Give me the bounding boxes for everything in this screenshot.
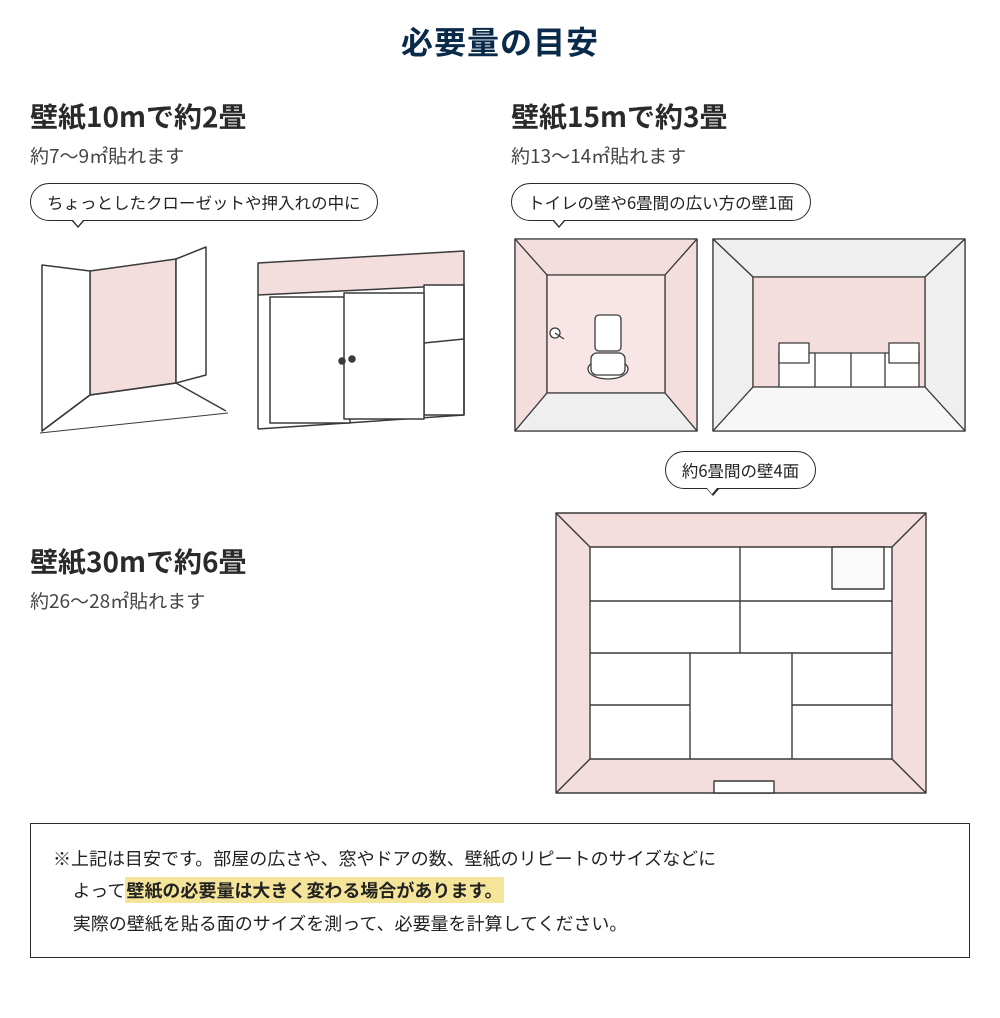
- section-15m-title: 壁紙15mで約3畳: [511, 96, 970, 136]
- section-10m-title: 壁紙10mで約2畳: [30, 96, 489, 136]
- note-box: ※上記は目安です。部屋の広さや、窓やドアの数、壁紙のリピートのサイズなどに よっ…: [30, 823, 970, 958]
- note-line2: よって壁紙の必要量は大きく変わる場合があります。: [53, 874, 947, 906]
- section-15m: 壁紙15mで約3畳 約13～14㎡貼れます トイレの壁や6畳間の広い方の壁1面: [511, 96, 970, 445]
- section-30m-sub: 約26～28㎡貼れます: [30, 587, 489, 614]
- section-10m-sub: 約7～9㎡貼れます: [30, 142, 489, 169]
- room-one-wall-illustration: [709, 235, 969, 435]
- room-four-walls-illustration: [546, 503, 936, 803]
- section-10m-bubble: ちょっとしたクローゼットや押入れの中に: [30, 183, 378, 221]
- toilet-room-illustration: [511, 235, 701, 435]
- note-line1: ※上記は目安です。部屋の広さや、窓やドアの数、壁紙のリピートのサイズなどに: [53, 842, 947, 874]
- section-15m-sub: 約13～14㎡貼れます: [511, 142, 970, 169]
- section-30m-bubble: 約6畳間の壁4面: [665, 451, 816, 489]
- note-highlight: 壁紙の必要量は大きく変わる場合があります。: [125, 877, 503, 903]
- closet-open-illustration: [30, 235, 230, 445]
- section-10m: 壁紙10mで約2畳 約7～9㎡貼れます ちょっとしたクローゼットや押入れの中に: [30, 96, 489, 445]
- section-30m-title: 壁紙30mで約6畳: [30, 541, 489, 581]
- note-line3: 実際の壁紙を貼る面のサイズを測って、必要量を計算してください。: [53, 907, 947, 939]
- oshiire-illustration: [246, 245, 476, 445]
- main-title: 必要量の目安: [30, 18, 970, 64]
- section-15m-bubble: トイレの壁や6畳間の広い方の壁1面: [511, 183, 811, 221]
- section-30m: 壁紙30mで約6畳 約26～28㎡貼れます: [30, 451, 489, 628]
